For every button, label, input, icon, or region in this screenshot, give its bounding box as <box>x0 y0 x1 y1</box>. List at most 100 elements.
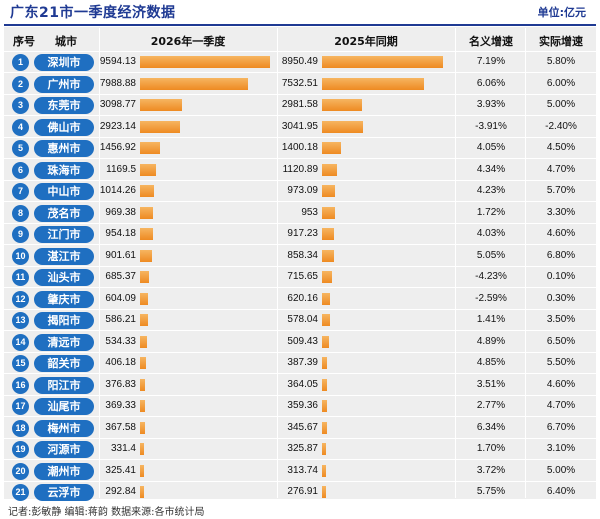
city-label: 云浮市 <box>34 484 94 501</box>
rank-badge: 19 <box>12 441 29 458</box>
real-growth: -2.40% <box>545 120 577 132</box>
rank-badge: 9 <box>12 226 29 243</box>
real-growth: 0.30% <box>546 292 576 304</box>
city-label: 肇庆市 <box>34 290 94 308</box>
real-growth: 6.40% <box>546 486 576 497</box>
row-separator <box>4 330 596 331</box>
row-separator <box>4 72 596 73</box>
row-separator <box>4 115 596 116</box>
bar-2026 <box>140 185 154 197</box>
row-separator <box>4 437 596 439</box>
row-separator <box>4 416 596 417</box>
row-separator <box>4 287 596 288</box>
rank-badge: 1 <box>12 54 29 71</box>
value-2026: 1014.26 <box>99 185 136 196</box>
table-background <box>4 27 596 499</box>
nominal-growth: 4.89% <box>476 335 506 347</box>
row-separator <box>4 351 596 353</box>
city-label: 阳江市 <box>34 376 94 394</box>
bar-2025 <box>322 314 330 326</box>
rank-badge: 12 <box>12 290 29 308</box>
bar-2025 <box>322 249 334 262</box>
value-2025: 1400.18 <box>281 142 318 153</box>
rank-badge: 21 <box>12 484 29 501</box>
nominal-growth: 3.72% <box>476 464 506 476</box>
value-2026: 954.18 <box>105 228 136 239</box>
value-2025: 325.87 <box>287 443 318 454</box>
value-2025: 7532.51 <box>281 77 318 89</box>
real-growth: 6.80% <box>546 249 576 261</box>
bar-2026 <box>140 421 145 434</box>
bar-2025 <box>322 335 329 348</box>
rank-badge: 11 <box>12 269 29 286</box>
bar-2025 <box>322 486 326 498</box>
row-separator <box>4 265 596 267</box>
value-2025: 973.09 <box>287 185 318 196</box>
rank-badge: 17 <box>12 398 29 415</box>
nominal-growth: -4.23% <box>475 271 507 282</box>
city-label: 汕头市 <box>34 269 94 286</box>
city-label: 揭阳市 <box>34 312 94 329</box>
value-2026: 406.18 <box>105 357 136 368</box>
bar-2026 <box>140 335 148 348</box>
city-label: 东莞市 <box>34 97 94 114</box>
value-2025: 620.16 <box>287 292 318 304</box>
value-2025: 359.36 <box>287 400 318 411</box>
bar-2026 <box>140 357 146 369</box>
real-growth: 4.60% <box>546 228 576 239</box>
city-label: 江门市 <box>34 226 94 243</box>
row-separator <box>4 480 596 482</box>
rank-badge: 20 <box>12 462 29 480</box>
city-label: 惠州市 <box>34 140 94 157</box>
value-2026: 685.37 <box>105 271 136 282</box>
city-label: 梅州市 <box>34 419 94 437</box>
bar-2026 <box>140 99 182 111</box>
rank-badge: 7 <box>12 183 29 200</box>
value-2026: 604.09 <box>105 292 136 304</box>
real-growth: 4.50% <box>546 142 576 153</box>
nominal-growth: -2.59% <box>475 292 507 304</box>
city-label: 清远市 <box>34 333 94 351</box>
bar-2025 <box>322 357 328 369</box>
value-2026: 331.4 <box>110 443 136 454</box>
rank-badge: 16 <box>12 376 29 394</box>
bar-2026 <box>140 206 154 219</box>
city-label: 汕尾市 <box>34 398 94 415</box>
bar-2026 <box>140 292 149 305</box>
column-divider <box>277 28 278 498</box>
city-label: 茂名市 <box>34 204 94 222</box>
value-2025: 715.65 <box>287 271 318 282</box>
row-separator <box>4 201 596 202</box>
bar-2025 <box>322 77 425 90</box>
nominal-growth: 5.05% <box>476 249 506 261</box>
row-separator <box>4 50 596 52</box>
value-2025: 276.91 <box>287 486 318 497</box>
value-2025: 953 <box>301 206 318 218</box>
bar-2026 <box>140 486 144 498</box>
bar-2025 <box>322 421 327 434</box>
value-2025: 8950.49 <box>281 56 318 67</box>
city-label: 湛江市 <box>34 247 94 265</box>
nominal-growth: 5.75% <box>476 486 506 497</box>
value-2026: 3098.77 <box>99 99 136 110</box>
value-2026: 2923.14 <box>99 120 136 132</box>
value-2025: 313.74 <box>287 464 318 476</box>
value-2026: 7988.88 <box>99 77 136 89</box>
bar-2025 <box>322 228 335 240</box>
city-label: 珠海市 <box>34 161 94 179</box>
city-label: 佛山市 <box>34 118 94 136</box>
value-2026: 534.33 <box>105 335 136 347</box>
value-2025: 364.05 <box>287 378 318 390</box>
row-separator <box>4 459 596 460</box>
rank-badge: 5 <box>12 140 29 157</box>
bar-2026 <box>140 443 145 455</box>
bar-2026 <box>140 56 270 68</box>
unit-label: 单位:亿元 <box>537 6 586 19</box>
city-label: 潮州市 <box>34 462 94 480</box>
nominal-growth: 3.51% <box>476 378 506 390</box>
bar-2026 <box>140 142 160 154</box>
nominal-growth: 7.19% <box>476 56 506 67</box>
city-label: 韶关市 <box>34 355 94 372</box>
chart-title: 广东21市一季度经济数据 <box>10 5 176 21</box>
real-growth: 5.00% <box>546 464 576 476</box>
